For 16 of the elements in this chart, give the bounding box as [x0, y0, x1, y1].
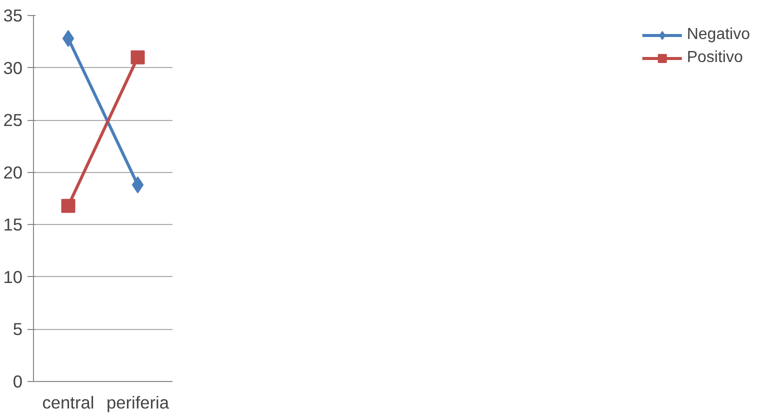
y-tick-label: 35: [3, 6, 23, 26]
y-tick-label: 10: [3, 266, 23, 287]
point: [132, 176, 144, 194]
y-tick-label: 25: [3, 110, 23, 130]
point: [62, 30, 74, 48]
x-tick-label: periferia: [106, 392, 170, 412]
legend-label: Negativo: [686, 26, 750, 44]
point: [130, 50, 145, 64]
y-tick-label: 30: [3, 58, 23, 78]
legend-label: Positivo: [686, 49, 743, 67]
y-tick-label: 20: [3, 162, 23, 182]
y-tick-label: 15: [3, 214, 23, 235]
point: [61, 198, 76, 213]
x-tick-label: central: [42, 392, 94, 412]
y-tick-label: 0: [12, 372, 23, 392]
y-tick-label: 5: [12, 319, 23, 340]
